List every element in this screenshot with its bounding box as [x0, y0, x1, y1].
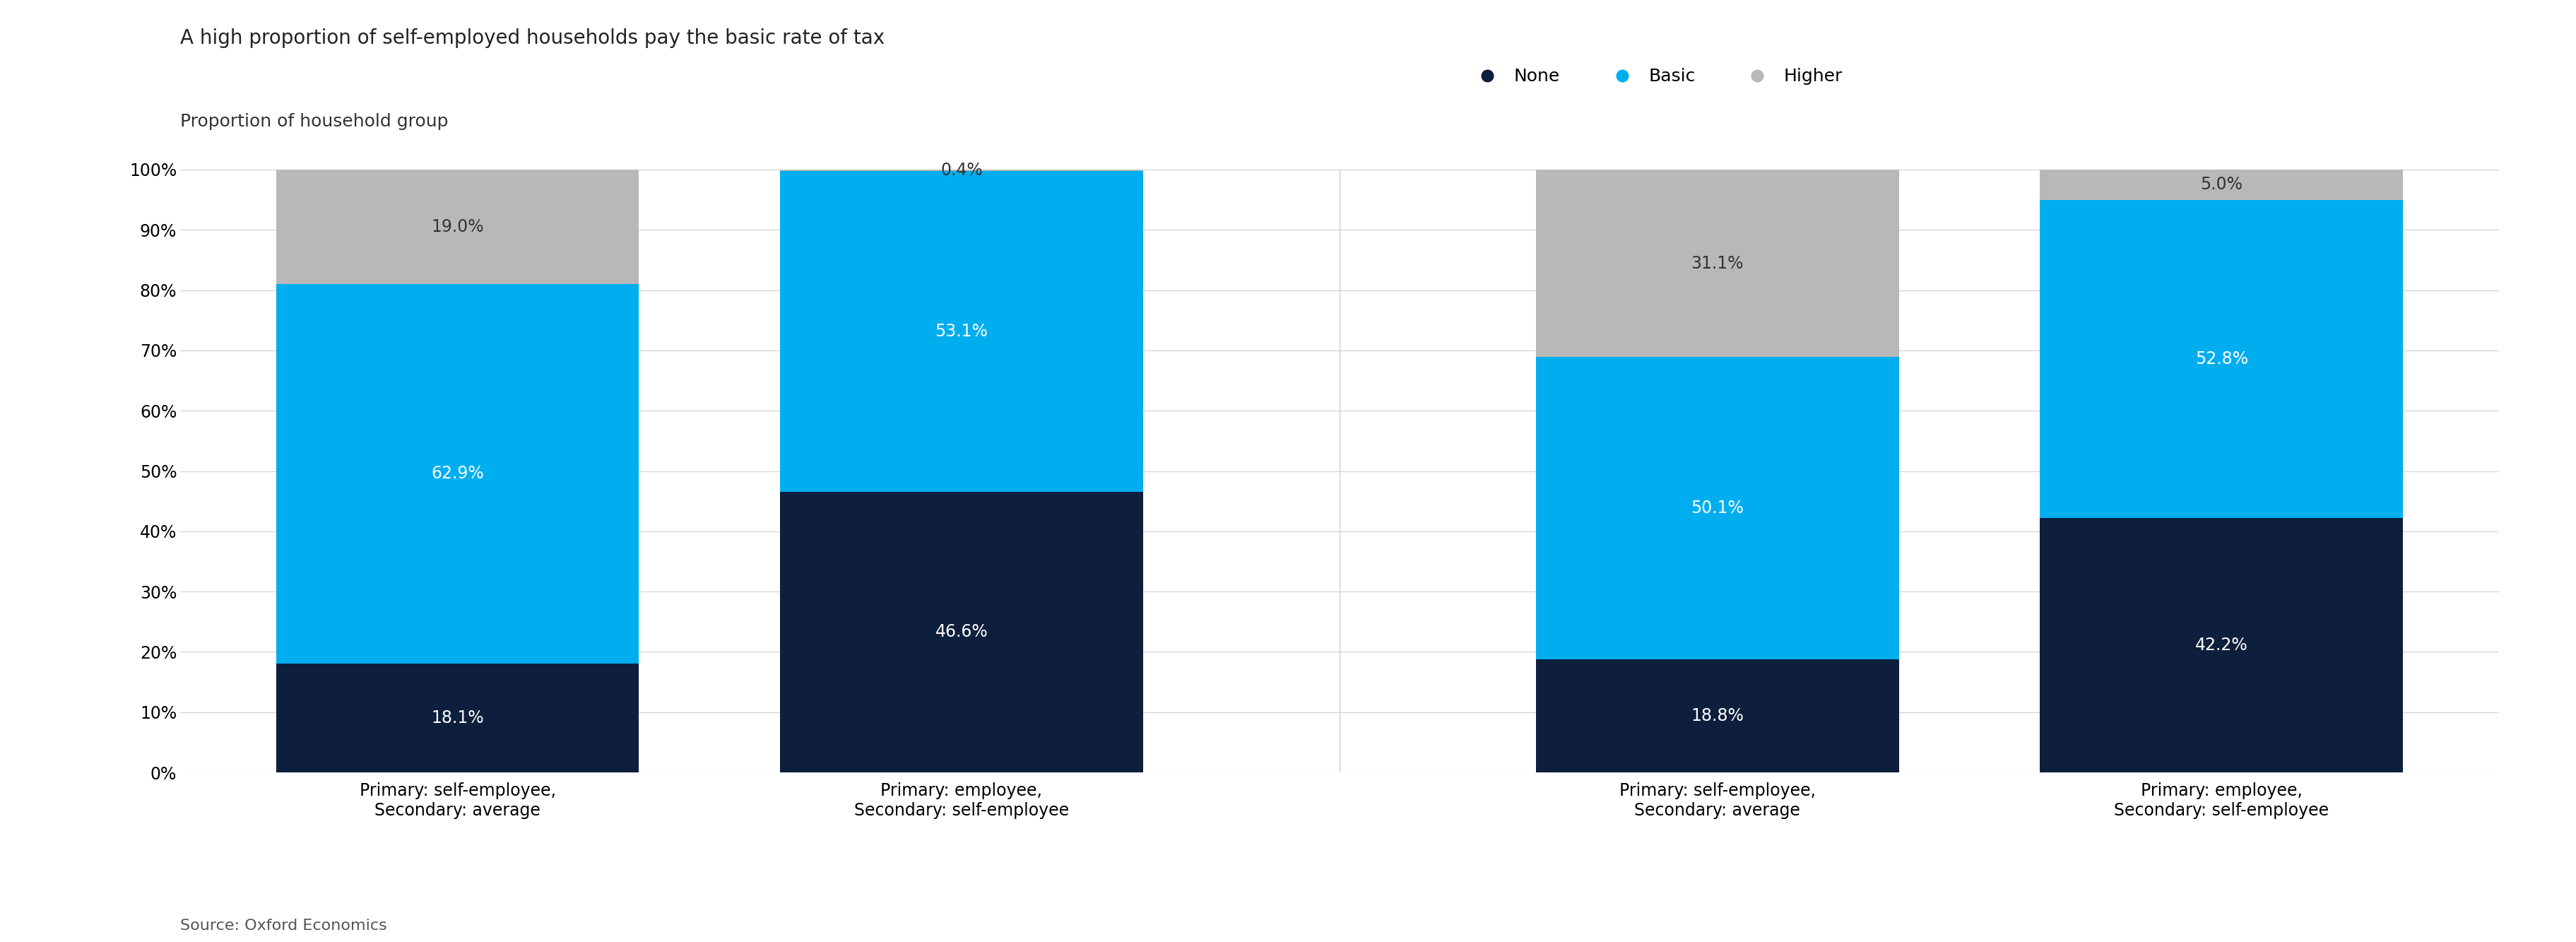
Text: 46.6%: 46.6% — [935, 624, 989, 641]
Text: 5.0%: 5.0% — [2200, 176, 2244, 193]
Bar — [2040, 518, 2403, 772]
Text: 0.4%: 0.4% — [940, 162, 981, 179]
Bar — [276, 663, 639, 772]
Bar — [1535, 659, 1899, 772]
Bar — [276, 284, 639, 663]
Bar — [1535, 357, 1899, 659]
Text: A high proportion of self-employed households pay the basic rate of tax: A high proportion of self-employed house… — [180, 28, 884, 48]
Text: 62.9%: 62.9% — [430, 465, 484, 482]
Text: 50.1%: 50.1% — [1690, 499, 1744, 516]
Text: 18.1%: 18.1% — [430, 709, 484, 726]
Bar — [2040, 170, 2403, 200]
Text: 52.8%: 52.8% — [2195, 350, 2249, 367]
Bar — [781, 169, 1144, 171]
Text: 53.1%: 53.1% — [935, 323, 989, 340]
Bar — [781, 171, 1144, 492]
Text: 18.8%: 18.8% — [1690, 707, 1744, 724]
Text: Source: Oxford Economics: Source: Oxford Economics — [180, 918, 386, 933]
Legend: None, Basic, Higher: None, Basic, Higher — [1463, 61, 1850, 92]
Bar — [276, 170, 639, 284]
Bar — [2040, 200, 2403, 518]
Text: 42.2%: 42.2% — [2195, 637, 2249, 654]
Text: 31.1%: 31.1% — [1692, 255, 1744, 272]
Bar — [1535, 170, 1899, 357]
Text: Proportion of household group: Proportion of household group — [180, 113, 448, 130]
Text: 19.0%: 19.0% — [430, 219, 484, 235]
Bar — [781, 492, 1144, 772]
